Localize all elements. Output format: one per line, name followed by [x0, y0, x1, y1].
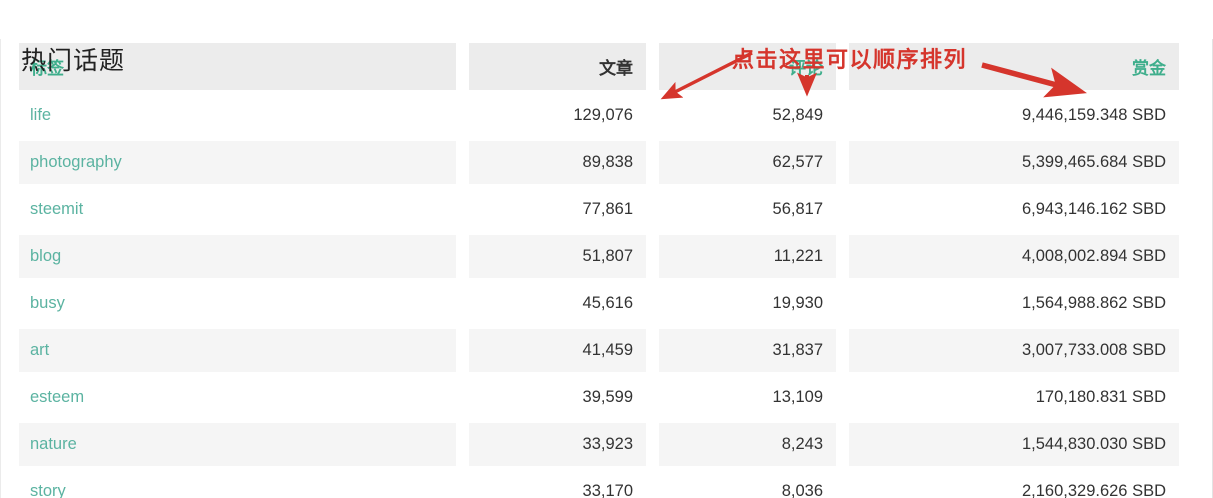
comments-value: 8,036 [659, 470, 836, 498]
payouts-value: 6,943,146.162 SBD [849, 188, 1179, 231]
payouts-value: 170,180.831 SBD [849, 376, 1179, 419]
payouts-value: 5,399,465.684 SBD [849, 141, 1179, 184]
table-row: blog 51,807 11,221 4,008,002.894 SBD [19, 235, 1179, 278]
comments-value: 52,849 [659, 94, 836, 137]
payouts-value: 2,160,329.626 SBD [849, 470, 1179, 498]
comments-value: 8,243 [659, 423, 836, 466]
sort-annotation-label: 点击这里可以顺序排列 [732, 42, 967, 74]
tag-cell: nature [19, 423, 456, 466]
table-row: art 41,459 31,837 3,007,733.008 SBD [19, 329, 1179, 372]
tag-link[interactable]: life [30, 106, 52, 124]
column-header-posts[interactable]: 文章 [469, 43, 646, 90]
topics-table-header: 标签 文章 评论 赏金 [19, 43, 1179, 90]
column-header-tag[interactable]: 标签 [19, 43, 456, 90]
payouts-value: 1,564,988.862 SBD [849, 282, 1179, 325]
tag-link[interactable]: art [30, 341, 50, 359]
tag-link[interactable]: nature [30, 435, 77, 453]
tag-cell: steemit [19, 188, 456, 231]
topics-table-body: life 129,076 52,849 9,446,159.348 SBD photog… [19, 94, 1179, 498]
posts-value: 41,459 [469, 329, 646, 372]
posts-value: 39,599 [469, 376, 646, 419]
tag-link[interactable]: photography [30, 153, 122, 171]
comments-value: 19,930 [659, 282, 836, 325]
comments-value: 13,109 [659, 376, 836, 419]
tag-link[interactable]: steemit [30, 200, 84, 218]
header-row: 标签 文章 评论 赏金 [19, 43, 1179, 90]
tag-link[interactable]: busy [30, 294, 65, 312]
comments-value: 56,817 [659, 188, 836, 231]
tag-link[interactable]: blog [30, 247, 62, 265]
table-row: story 33,170 8,036 2,160,329.626 SBD [19, 470, 1179, 498]
tag-cell: esteem [19, 376, 456, 419]
payouts-value: 4,008,002.894 SBD [849, 235, 1179, 278]
posts-value: 51,807 [469, 235, 646, 278]
table-row: steemit 77,861 56,817 6,943,146.162 SBD [19, 188, 1179, 231]
table-row: photography 89,838 62,577 5,399,465.684 SBD [19, 141, 1179, 184]
tag-cell: art [19, 329, 456, 372]
posts-value: 89,838 [469, 141, 646, 184]
tag-cell: photography [19, 141, 456, 184]
tag-cell: busy [19, 282, 456, 325]
comments-value: 11,221 [659, 235, 836, 278]
topics-table: 标签 文章 评论 赏金 life 129,076 52,849 9,446,159.3… [6, 39, 1192, 498]
posts-value: 129,076 [469, 94, 646, 137]
comments-value: 31,837 [659, 329, 836, 372]
payouts-value: 1,544,830.030 SBD [849, 423, 1179, 466]
tag-cell: story [19, 470, 456, 498]
tag-link[interactable]: story [30, 482, 66, 498]
posts-value: 45,616 [469, 282, 646, 325]
table-row: nature 33,923 8,243 1,544,830.030 SBD [19, 423, 1179, 466]
table-row: busy 45,616 19,930 1,564,988.862 SBD [19, 282, 1179, 325]
comments-value: 62,577 [659, 141, 836, 184]
posts-value: 77,861 [469, 188, 646, 231]
table-row: esteem 39,599 13,109 170,180.831 SBD [19, 376, 1179, 419]
sort-annotation-text: 点击这里可以顺序排列 [732, 47, 968, 72]
payouts-value: 3,007,733.008 SBD [849, 329, 1179, 372]
posts-value: 33,170 [469, 470, 646, 498]
tag-cell: life [19, 94, 456, 137]
tag-cell: blog [19, 235, 456, 278]
posts-value: 33,923 [469, 423, 646, 466]
payouts-value: 9,446,159.348 SBD [849, 94, 1179, 137]
page-title: 热门话题 [21, 47, 126, 75]
tag-link[interactable]: esteem [30, 388, 85, 406]
table-row: life 129,076 52,849 9,446,159.348 SBD [19, 94, 1179, 137]
